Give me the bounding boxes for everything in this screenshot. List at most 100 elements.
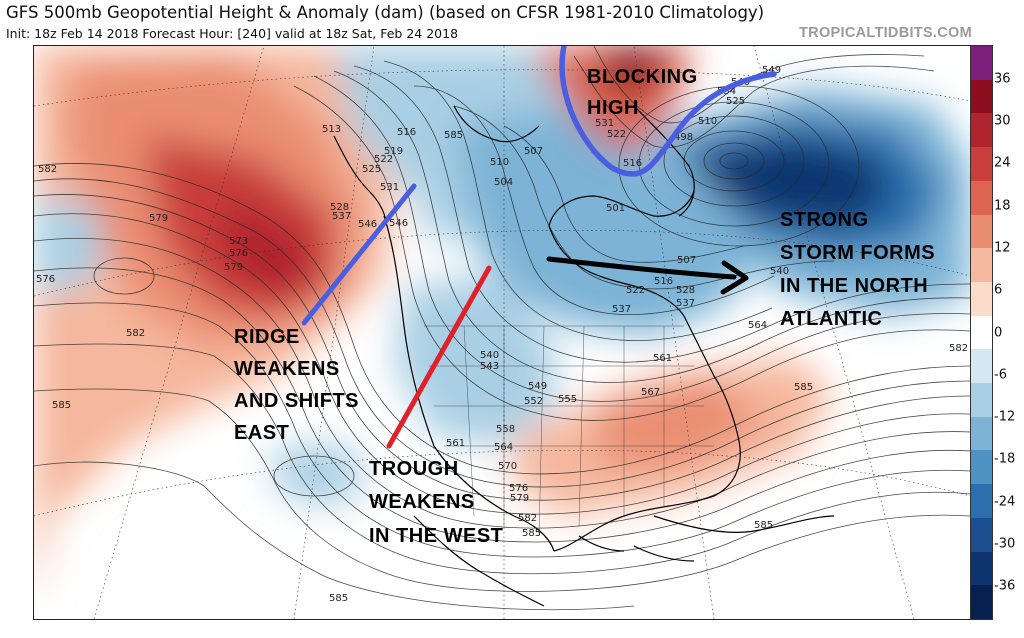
colorbar-cell <box>971 315 992 350</box>
contour-label: 549 <box>762 65 781 76</box>
colorbar-cell <box>971 46 992 80</box>
brand-watermark: TROPICALTIDBITS.COM <box>799 25 972 41</box>
annotation-lines <box>301 46 777 449</box>
map-subtitle: Init: 18z Feb 14 2018 Forecast Hour: [24… <box>6 26 459 41</box>
contour-label: 507 <box>677 255 696 266</box>
contour-label: 516 <box>654 276 673 287</box>
contour-label: 585 <box>522 528 541 539</box>
anomaly-shading <box>34 46 970 606</box>
contour-label: 543 <box>480 361 499 372</box>
contour-label: 561 <box>653 353 672 364</box>
contour-label: 501 <box>606 203 625 214</box>
ridge-label-line2: WEAKENS <box>234 358 340 380</box>
contour-label: 519 <box>384 146 403 157</box>
contour-label: 522 <box>626 285 645 296</box>
ridge-label-line4: EAST <box>234 422 289 444</box>
contour-label: 582 <box>38 164 57 175</box>
map-canvas: 582 579 576 573 576 579 582 585 585 513 … <box>34 46 970 619</box>
contour-label: 561 <box>446 438 465 449</box>
contour-label: 579 <box>510 493 529 504</box>
contour-label: 516 <box>623 158 642 169</box>
annotation-text: BLOCKING HIGH RIDGE WEAKENS AND SHIFTS E… <box>234 66 935 547</box>
height-contours <box>34 46 970 611</box>
contour-label: 567 <box>641 387 660 398</box>
colorbar-cell <box>971 484 992 518</box>
contour-label: 531 <box>595 118 614 129</box>
contour-label: 510 <box>698 116 717 127</box>
contour-label: 528 <box>330 202 349 213</box>
colorbar-tick-label: 24 <box>994 155 1011 171</box>
contour-label: 579 <box>149 213 168 224</box>
blocking-high-label-line1: BLOCKING <box>587 66 698 88</box>
map-panel: 582 579 576 573 576 579 582 585 585 513 … <box>33 45 971 620</box>
colorbar-cell <box>971 551 992 586</box>
contour-label: 585 <box>444 130 463 141</box>
contour-label: 564 <box>748 320 767 331</box>
colorbar-cell <box>971 214 992 249</box>
colorbar-tick-label: 36 <box>994 71 1011 87</box>
blocking-high-outline <box>559 46 777 177</box>
contour-label: 531 <box>380 182 399 193</box>
colorbar-tick-label: 0 <box>994 325 1003 340</box>
contour-label: 585 <box>754 520 773 531</box>
contour-label: 582 <box>126 328 145 339</box>
contour-label: 507 <box>524 146 543 157</box>
contour-label: 549 <box>528 381 547 392</box>
contour-label: 576 <box>36 274 55 285</box>
contour-label: 582 <box>949 343 968 354</box>
colorbar-cell <box>971 248 992 282</box>
ridge-axis-line <box>301 183 417 326</box>
colorbar-cell <box>971 180 992 215</box>
colorbar-tick-label: -24 <box>994 494 1016 510</box>
contour-label: 540 <box>480 350 499 361</box>
contour-label: 516 <box>397 127 416 138</box>
map-title: GFS 500mb Geopotential Height & Anomaly … <box>6 3 765 22</box>
anomaly-colorbar <box>970 45 993 620</box>
trough-label-line1: TROUGH <box>369 458 459 480</box>
colorbar-cell <box>971 517 992 552</box>
contour-label: 504 <box>494 177 513 188</box>
colorbar-tick-label: 12 <box>994 240 1011 256</box>
contour-label: 555 <box>558 394 577 405</box>
contour-label: 585 <box>329 593 348 604</box>
contour-label: 525 <box>726 96 745 107</box>
trough-label-line3: IN THE WEST <box>369 525 503 547</box>
colorbar-cell <box>971 79 992 114</box>
contour-label: 540 <box>770 266 789 277</box>
contour-label: 546 <box>389 218 408 229</box>
colorbar-cell <box>971 450 992 485</box>
contour-label: 576 <box>509 483 528 494</box>
contour-label: 510 <box>490 157 509 168</box>
contour-label: 522 <box>607 129 626 140</box>
colorbar-cell <box>971 349 992 384</box>
contour-label: 498 <box>674 132 693 143</box>
colorbar-tick-label: -36 <box>994 578 1016 594</box>
colorbar-tick-label: 18 <box>994 198 1011 214</box>
contour-label: 552 <box>524 396 543 407</box>
colorbar-tick-labels: 36 30 24 18 12 6 0 -6 -12 -18 -24 -30 -36 <box>994 45 1024 620</box>
colorbar-tick-label: -30 <box>994 536 1016 552</box>
contour-label: 525 <box>362 164 381 175</box>
storm-label-line2: STORM FORMS <box>780 242 935 264</box>
trough-label-line2: WEAKENS <box>369 491 475 513</box>
contour-labels: 582 579 576 573 576 579 582 585 585 513 … <box>36 65 968 604</box>
colorbar-cell <box>971 416 992 451</box>
contour-label: 564 <box>494 442 513 453</box>
contour-label: 522 <box>374 154 393 165</box>
colorbar-tick-label: -12 <box>994 409 1016 425</box>
contour-label: 558 <box>496 424 515 435</box>
storm-arrow-head <box>720 260 749 295</box>
contour-label: 585 <box>52 400 71 411</box>
state-borders <box>424 325 714 537</box>
colorbar-cell <box>971 585 992 619</box>
contour-label: 585 <box>794 382 813 393</box>
storm-label-line1: STRONG <box>780 209 869 231</box>
graticule <box>34 46 970 619</box>
contour-label: 546 <box>358 219 377 230</box>
storm-arrow <box>546 256 737 280</box>
contour-label: 513 <box>322 124 341 135</box>
ridge-label-line1: RIDGE <box>234 326 300 348</box>
contour-label: 528 <box>676 285 695 296</box>
contour-label: 573 <box>229 236 248 247</box>
colorbar-cell <box>971 147 992 181</box>
